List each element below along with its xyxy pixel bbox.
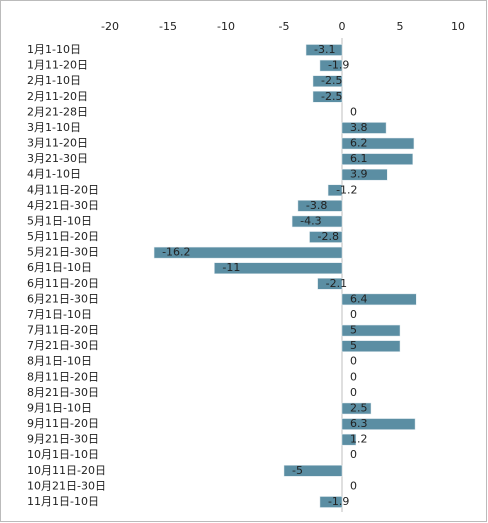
value-label: -16.2 bbox=[162, 246, 190, 259]
value-label: 2.5 bbox=[350, 401, 368, 414]
value-label: -5 bbox=[292, 464, 303, 477]
y-tick-label: 6月21日-30日 bbox=[27, 292, 99, 305]
y-tick-label: 1月1-10日 bbox=[27, 43, 81, 56]
value-label: 3.8 bbox=[350, 121, 368, 134]
y-tick-label: 4月11日-20日 bbox=[27, 183, 99, 196]
y-tick-label: 5月11日-20日 bbox=[27, 230, 99, 243]
y-tick-label: 3月1-10日 bbox=[27, 121, 81, 134]
bar bbox=[312, 91, 343, 103]
value-label: -11 bbox=[222, 261, 240, 274]
bar bbox=[319, 59, 343, 72]
y-tick-label: 6月1日-10日 bbox=[27, 261, 92, 274]
y-tick-label: 4月21日-30日 bbox=[27, 199, 99, 212]
x-tick-label: -10 bbox=[217, 20, 235, 33]
y-tick-label: 5月1日-10日 bbox=[27, 214, 92, 227]
bar bbox=[291, 215, 343, 228]
value-label: 6.1 bbox=[350, 152, 368, 165]
y-tick-label: 3月11-20日 bbox=[27, 137, 88, 150]
y-tick-label: 9月11日-20日 bbox=[27, 417, 99, 430]
y-tick-label: 7月1日-10日 bbox=[27, 308, 92, 321]
y-tick-label: 10月1日-10日 bbox=[27, 448, 99, 461]
value-label: 0 bbox=[350, 386, 357, 399]
value-label: -2.5 bbox=[321, 90, 342, 103]
y-tick-label: 3月21-30日 bbox=[27, 152, 88, 165]
bar bbox=[341, 168, 388, 181]
value-label: -1.9 bbox=[328, 59, 349, 72]
y-tick-label: 11月1日-10日 bbox=[27, 495, 99, 508]
bar bbox=[341, 433, 357, 446]
y-tick-label: 4月1-10日 bbox=[27, 168, 81, 181]
bar bbox=[312, 75, 343, 87]
value-label: 6.4 bbox=[350, 292, 368, 305]
y-tick-label: 2月11-20日 bbox=[27, 90, 88, 103]
bar bbox=[327, 184, 343, 197]
y-tick-label: 6月11日-20日 bbox=[27, 277, 99, 290]
y-tick-label: 7月21日-30日 bbox=[27, 339, 99, 352]
value-label: -2.1 bbox=[326, 277, 347, 290]
bar bbox=[319, 496, 343, 508]
x-tick-label: -20 bbox=[101, 20, 119, 33]
value-label: 0 bbox=[350, 479, 357, 492]
x-tick-label: 5 bbox=[397, 20, 404, 33]
x-tick-label: -15 bbox=[159, 20, 177, 33]
bar bbox=[297, 200, 343, 212]
x-tick-label: -5 bbox=[279, 20, 290, 33]
value-label: 6.3 bbox=[350, 417, 368, 430]
bar bbox=[309, 231, 343, 243]
bar bbox=[305, 44, 343, 56]
y-tick-label: 7月11日-20日 bbox=[27, 324, 99, 337]
bar bbox=[214, 262, 343, 274]
y-tick-label: 5月21日-30日 bbox=[27, 246, 99, 259]
value-label: 0 bbox=[350, 105, 357, 118]
value-label: -1.2 bbox=[336, 183, 357, 196]
y-tick-label: 2月21-28日 bbox=[27, 105, 88, 118]
value-label: 0 bbox=[350, 308, 357, 321]
x-tick-label: 0 bbox=[339, 20, 346, 33]
value-label: -2.5 bbox=[321, 74, 342, 87]
value-label: 0 bbox=[350, 355, 357, 368]
y-tick-label: 8月21日-30日 bbox=[27, 386, 99, 399]
value-label: 5 bbox=[350, 324, 357, 337]
y-tick-label: 10月11日-20日 bbox=[27, 464, 106, 477]
y-tick-label: 1月11-20日 bbox=[27, 59, 88, 72]
value-label: -1.9 bbox=[328, 495, 349, 508]
bar bbox=[341, 324, 401, 337]
bar bbox=[341, 137, 415, 150]
bar bbox=[341, 293, 417, 306]
value-label: 0 bbox=[350, 448, 357, 461]
value-label: 0 bbox=[350, 370, 357, 383]
value-label: 6.2 bbox=[350, 137, 368, 150]
value-label: -4.3 bbox=[300, 214, 321, 227]
y-tick-label: 9月1日-10日 bbox=[27, 401, 92, 414]
bar bbox=[341, 418, 416, 430]
value-label: 1.2 bbox=[350, 433, 368, 446]
value-label: -3.8 bbox=[306, 199, 327, 212]
y-tick-label: 9月21日-30日 bbox=[27, 433, 99, 446]
bar bbox=[341, 153, 414, 165]
bar bbox=[341, 122, 387, 134]
y-tick-label: 2月1-10日 bbox=[27, 74, 81, 87]
bar bbox=[153, 246, 343, 259]
x-tick-label: 10 bbox=[451, 20, 465, 33]
bar bbox=[317, 278, 343, 290]
bar bbox=[283, 465, 343, 477]
bar bbox=[341, 402, 372, 415]
value-label: -3.1 bbox=[314, 43, 335, 56]
value-label: -2.8 bbox=[318, 230, 339, 243]
value-label: 3.9 bbox=[350, 168, 368, 181]
y-tick-label: 8月1日-10日 bbox=[27, 355, 92, 368]
bar bbox=[341, 340, 401, 352]
y-tick-label: 10月21日-30日 bbox=[27, 479, 106, 492]
y-tick-label: 8月11日-20日 bbox=[27, 370, 99, 383]
value-label: 5 bbox=[350, 339, 357, 352]
